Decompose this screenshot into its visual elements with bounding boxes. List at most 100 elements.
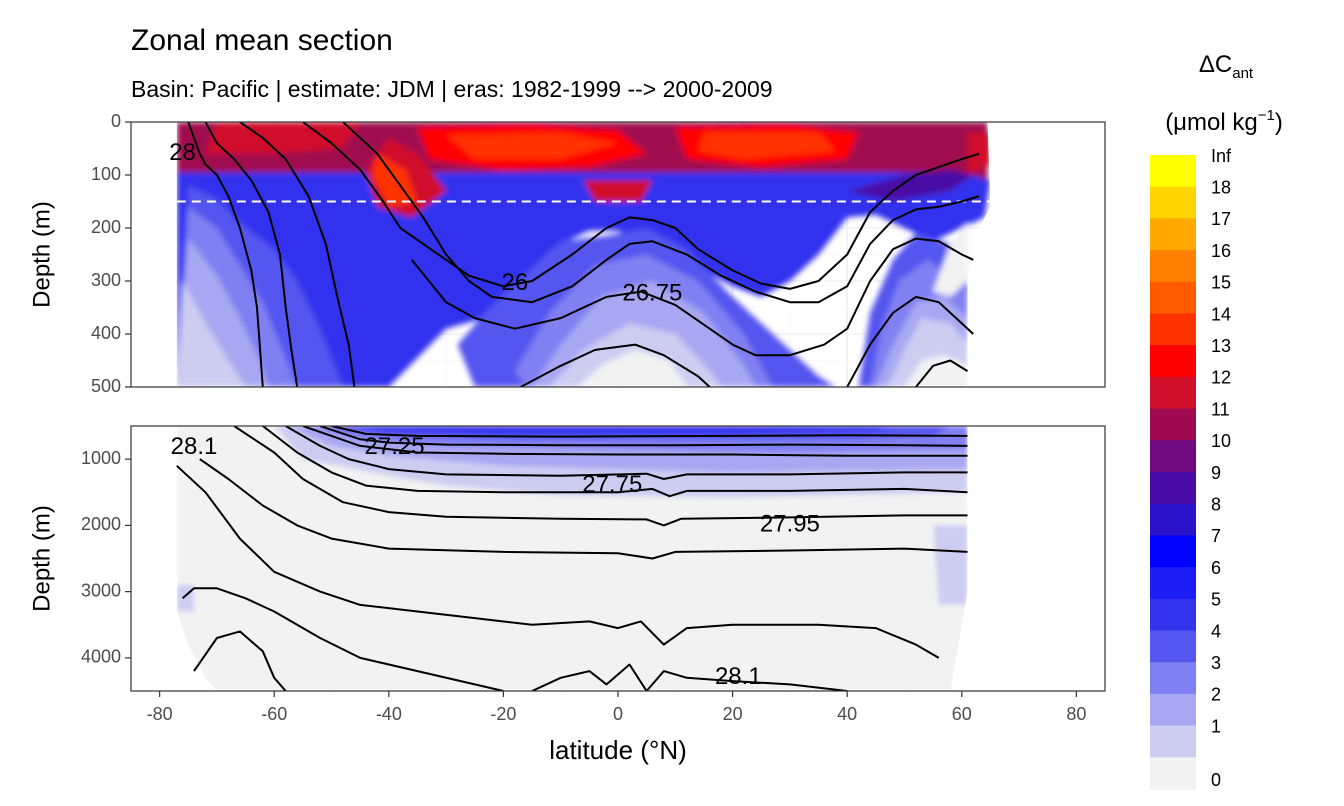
isopycnal-contour [302, 122, 980, 290]
fill-band-1 [176, 585, 194, 612]
x-tick-label: 60 [952, 704, 972, 724]
y-tick-label: 4000 [81, 647, 121, 667]
legend-swatch-7 [1150, 535, 1196, 568]
fill-band-12 [205, 122, 361, 154]
legend-label: 7 [1211, 526, 1221, 546]
isopycnal-contour [915, 359, 969, 387]
contour-label: 28.1 [715, 663, 762, 690]
contour-label: 28.1 [171, 433, 218, 460]
y-tick-label: 100 [91, 164, 121, 184]
legend-swatch-15 [1150, 281, 1196, 314]
x-tick-label: 0 [613, 704, 623, 724]
isopycnal-contour [342, 122, 980, 304]
legend-label: Inf [1211, 146, 1232, 166]
fill-band-14 [698, 132, 836, 160]
isopycnal-contour [846, 295, 974, 387]
legend-swatch-3 [1150, 662, 1196, 695]
y-tick-label: 500 [91, 376, 121, 396]
x-tick-label: 40 [837, 704, 857, 724]
fill-band-0 [933, 222, 968, 297]
y-tick-label: 1000 [81, 448, 121, 468]
legend-label: 16 [1211, 241, 1231, 261]
upper-contours: 26 26.75 28 [169, 122, 980, 387]
contour-label: 26.75 [622, 280, 682, 307]
isopycnal-contour [193, 630, 287, 691]
mask-north [967, 122, 1105, 387]
legend-swatch-17 [1150, 218, 1196, 251]
isopycnal-contour [285, 426, 968, 480]
legend-label: 15 [1211, 273, 1231, 293]
isopycnal-contour [520, 343, 711, 387]
fill-band-12 [583, 180, 653, 202]
contour-label: 27.25 [365, 433, 425, 460]
legend-unit-superscript: −1 [1258, 107, 1275, 124]
legend-label: 13 [1211, 336, 1231, 356]
isopycnal-contour [331, 426, 968, 438]
legend-unit: (μmol kg−1) [1165, 107, 1283, 136]
legend-unit-suffix: ) [1275, 109, 1283, 136]
legend-swatch-2 [1150, 693, 1196, 727]
isopycnal-contour [204, 122, 299, 387]
fill-band-14 [446, 132, 618, 160]
legend-label: 3 [1211, 653, 1221, 673]
legend-label: 17 [1211, 209, 1231, 229]
isopycnal-contour [233, 426, 968, 527]
legend-label: 1 [1211, 716, 1221, 736]
legend-label: 5 [1211, 590, 1221, 610]
isopycnal-contour [181, 587, 504, 691]
legend-swatch-8 [1150, 503, 1196, 536]
upper-fill [131, 122, 1105, 387]
contour-label: 27.75 [582, 471, 642, 498]
fill-band-5 [176, 172, 991, 387]
lower-fill [131, 426, 1105, 691]
x-tick-label: 20 [723, 704, 743, 724]
legend-swatch-16 [1150, 250, 1196, 283]
legend-title-main: ΔC [1199, 51, 1232, 78]
mask-south-bottom [131, 611, 217, 691]
colorbar-legend: ΔCant(μmol kg−1)Inf181716151413121110987… [1150, 51, 1283, 790]
legend-swatch-10 [1150, 440, 1196, 473]
isopycnal-contour [531, 663, 848, 691]
legend-label: 11 [1211, 399, 1230, 419]
x-tick-label: -20 [490, 704, 516, 724]
legend-swatch-0 [1150, 757, 1196, 790]
legend-swatch-Inf [1150, 155, 1196, 188]
legend-unit-prefix: (μmol kg [1165, 109, 1258, 136]
y-axis-title: Depth (m) [28, 505, 55, 612]
fill-band-5 [331, 426, 893, 434]
legend-label: 2 [1211, 685, 1221, 705]
legend-label: 0 [1211, 770, 1221, 790]
legend-label: 4 [1211, 621, 1221, 641]
legend-label: 14 [1211, 304, 1231, 324]
panel-border [130, 121, 1106, 388]
legend-swatch-9 [1150, 472, 1196, 505]
legend-swatch-11 [1150, 408, 1196, 441]
legend-swatch-18 [1150, 186, 1196, 219]
y-tick-label: 0 [111, 111, 121, 131]
isopycnal-contour [199, 458, 968, 560]
x-tick-label: -60 [261, 704, 287, 724]
lower-fill-shapes [176, 426, 968, 691]
chart-subtitle: Basin: Pacific | estimate: JDM | eras: 1… [131, 76, 773, 102]
legend-label: 8 [1211, 494, 1221, 514]
chart-title: Zonal mean section [131, 24, 393, 57]
legend-label: 12 [1211, 368, 1231, 388]
y-tick-label: 200 [91, 217, 121, 237]
y-tick-label: 400 [91, 323, 121, 343]
legend-label: 6 [1211, 558, 1221, 578]
x-tick-label: 80 [1066, 704, 1086, 724]
contour-label: 28 [169, 139, 196, 166]
fill-band-0 [904, 355, 968, 387]
fill-band-9 [847, 169, 974, 202]
y-tick-label: 2000 [81, 514, 121, 534]
fill-band-1 [176, 281, 246, 387]
legend-swatch-5 [1150, 598, 1196, 631]
legend-swatch-12 [1150, 376, 1196, 410]
mask-south [131, 122, 177, 387]
legend-title: ΔCant [1199, 51, 1254, 82]
legend-swatch-4 [1150, 630, 1196, 663]
legend-label: 10 [1211, 431, 1231, 451]
